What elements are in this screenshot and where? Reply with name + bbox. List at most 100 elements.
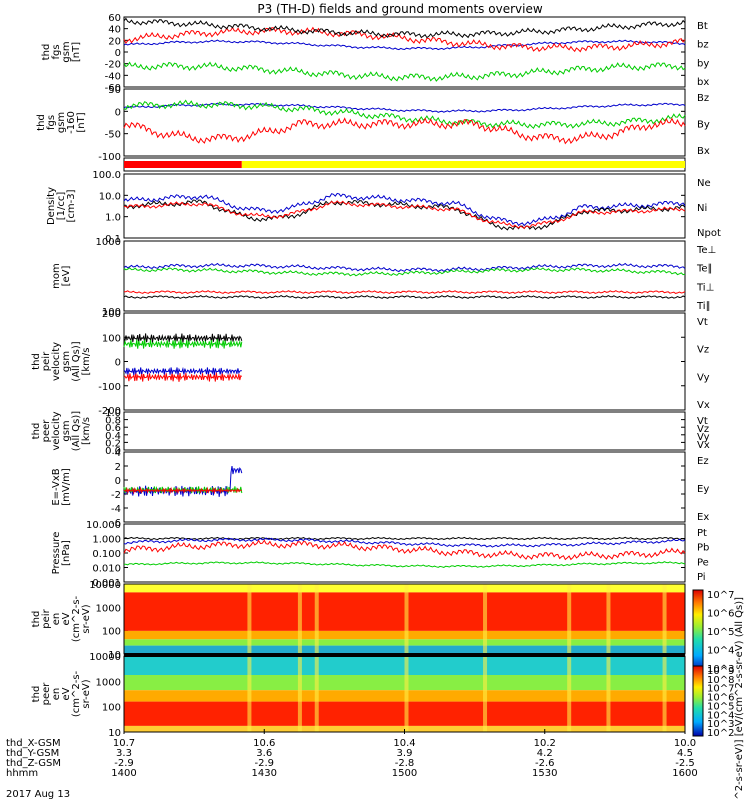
colorbar-label: 10^4 (707, 710, 734, 721)
y-tick-label: 10.0 (99, 191, 121, 202)
colorbar-label: 10^3 (707, 719, 734, 730)
ez-trace (123, 486, 242, 495)
y-tick-label: 0.2 (105, 438, 121, 449)
ion-spectrogram-streak (662, 584, 667, 654)
colorbar-label: 10^4 (707, 646, 734, 657)
colorbar-label: 10^7 (707, 684, 734, 695)
x-tick-label: 3.6 (256, 748, 272, 759)
spectrogram-gap-band (124, 653, 685, 657)
legend-Vy: Vy (697, 372, 710, 383)
y-tick-label: 0.6 (105, 423, 121, 434)
x-tick-label: 1530 (532, 768, 557, 779)
x-tick-label: 10.2 (534, 738, 556, 749)
x-tick-label: 3.9 (397, 748, 413, 759)
ion-spectrogram-streak (483, 584, 488, 654)
panel-ylabel: E=-VxB[mV/m] (51, 468, 72, 506)
colorbar-label: 10^3 (707, 664, 734, 675)
panel-ylabel: Pressure[nPa] (51, 532, 72, 575)
y-tick-label: -2 (111, 490, 121, 501)
chart-title: P3 (TH-D) fields and ground moments over… (257, 2, 542, 16)
y-tick-label: 100 (102, 627, 121, 638)
panel-frame (123, 411, 686, 451)
legend-Bt: Bt (697, 21, 708, 32)
y-tick-label: 10 (108, 728, 121, 739)
panel-2: thdfgsgsm-160[nT] 50 0 -50 -100 Bz By Bx (36, 85, 710, 163)
ti-par-trace (123, 267, 686, 277)
y-tick-label: -60 (105, 83, 121, 94)
legend-Ti⊥: Ti⊥ (696, 282, 714, 293)
te-par-trace (123, 295, 686, 299)
y-tick-label: 1000 (96, 603, 121, 614)
y-tick-label: -20 (105, 60, 121, 71)
by-trace (123, 61, 686, 82)
y-tick-label: 20 (108, 36, 121, 47)
legend-Ni: Ni (697, 203, 707, 214)
legend-Ti∥: Ti∥ (696, 301, 711, 312)
y-tick-label: 1000 (96, 237, 121, 248)
x-tick-label: -2.8 (395, 758, 415, 769)
y-tick-label: 50 (108, 85, 121, 96)
legend-Vx: Vx (697, 400, 710, 411)
colorbar-label: 10^8 (707, 675, 734, 686)
legend-Vx: Vx (697, 440, 710, 451)
electron-spectrogram-streak (247, 656, 252, 732)
pi-trace (123, 537, 686, 548)
y-tick-label: 0 (115, 476, 121, 487)
x-row-label: thd_Z-GSM (6, 758, 61, 769)
panel-frame (123, 451, 686, 523)
panel-ylabel: thdpeervelocitygsm(All Qs)][km/s (31, 411, 92, 451)
panel-ylabel: thdpeireneV(cm^2-s-sr-eV) (31, 595, 92, 642)
y-tick-label: 4 (115, 448, 121, 459)
panel-9: Pressure[nPa] 10.000 1.000 0.100 0.010 0.001 P… (51, 520, 709, 589)
bt-trace (123, 17, 686, 39)
ni-trace (124, 199, 686, 231)
y-tick-label: -200 (98, 406, 121, 417)
date-label: 2017 Aug 13 (6, 789, 70, 800)
legend-Ez: Ez (697, 456, 709, 467)
colorbar-label: 10^2 (707, 728, 734, 739)
y-tick-label: -40 (105, 71, 121, 82)
x-tick-label: 4.2 (537, 748, 553, 759)
x-row-label: hhmm (6, 768, 38, 779)
ion-spectrogram-streak (297, 584, 302, 654)
pt-trace (123, 536, 686, 541)
electron-spectrogram-streak (483, 656, 488, 732)
legend-Vt: Vt (697, 317, 708, 328)
x-tick-label: 3.3 (116, 748, 132, 759)
x-tick-label: 1430 (252, 768, 277, 779)
y-tick-label: 10.000 (86, 520, 121, 531)
y-tick-label: 100 (102, 703, 121, 714)
ne-trace (123, 200, 686, 229)
colorbar-unit: [eV/(cm^2-s-sr-eV)] [eV/(cm^2-s-sr-eV) (… (734, 597, 745, 800)
ion-spectrogram-streak (567, 584, 572, 654)
legend-Npot: Npot (697, 228, 721, 239)
y-tick-label: 10000 (89, 580, 121, 591)
pb-trace (123, 539, 686, 561)
y-tick-label: 100 (102, 333, 121, 344)
legend-Bz: Bz (697, 93, 709, 104)
legend-by: by (697, 58, 709, 69)
bz-trace (123, 26, 686, 53)
panel-frame (123, 240, 686, 312)
pe-trace (123, 561, 686, 568)
y-tick-label: 0.8 (105, 416, 121, 427)
ti-perp-trace (123, 262, 686, 273)
y-tick-label: 60 (108, 13, 121, 24)
y-tick-label: 2 (115, 462, 121, 473)
panel-7: thdpeervelocitygsm(All Qs)][km/s1.00.80.… (31, 408, 710, 457)
y-tick-label: 0 (115, 358, 121, 369)
panel-frame (123, 312, 686, 411)
ion-spectrogram-streak (247, 584, 252, 654)
bx-trace (123, 39, 686, 51)
y-tick-label: 0.1 (105, 234, 121, 245)
colorbar-label: 10^9 (707, 666, 734, 677)
legend-Vy: Vy (697, 432, 710, 443)
legend-By: By (697, 120, 710, 131)
legend-Ex: Ex (697, 512, 709, 523)
y-tick-label: 0.100 (92, 549, 121, 560)
ion-spectrogram (123, 583, 686, 655)
x-tick-label: -2.9 (114, 758, 134, 769)
x-row-label: thd_X-GSM (6, 738, 61, 749)
panel-ylabel: Density[1/cc][cm-3] (46, 187, 77, 225)
